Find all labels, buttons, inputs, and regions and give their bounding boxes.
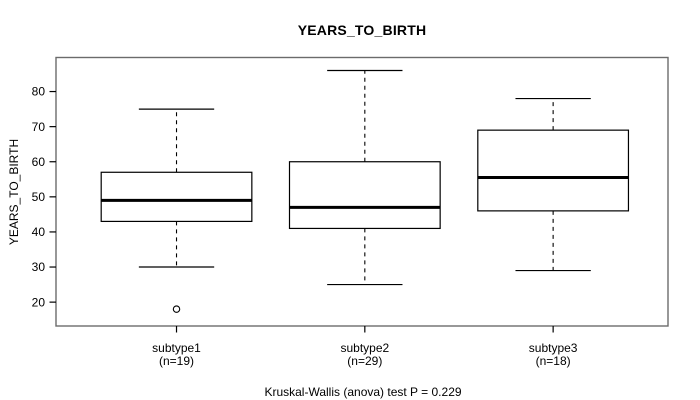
- y-axis-tick-label: 60: [32, 155, 46, 169]
- outlier-point: [172, 305, 181, 313]
- y-axis-tick-label: 70: [32, 120, 46, 134]
- iqr-box: [288, 161, 441, 230]
- y-axis-tick-label: 20: [32, 295, 46, 309]
- y-axis-tick-label: 40: [32, 225, 46, 239]
- boxplot-group-subtype2: subtype2(n=29): [288, 69, 441, 368]
- y-axis-tick-label: 50: [32, 190, 46, 204]
- boxplot-group-subtype3: subtype3(n=18): [477, 97, 630, 368]
- x-axis-group-label: subtype3: [529, 341, 578, 355]
- x-axis-group-label: subtype1: [152, 341, 201, 355]
- x-axis-group-sublabel: (n=19): [159, 354, 194, 368]
- x-axis-group-label: subtype2: [340, 341, 389, 355]
- plot-frame: [55, 56, 669, 327]
- x-axis-group-sublabel: (n=18): [536, 354, 571, 368]
- stats-footnote: Kruskal-Wallis (anova) test P = 0.229: [264, 385, 462, 399]
- y-axis-tick-label: 80: [32, 85, 46, 99]
- iqr-box: [477, 129, 630, 212]
- y-axis-tick-label: 30: [32, 260, 46, 274]
- chart-title: YEARS_TO_BIRTH: [297, 22, 427, 38]
- iqr-box: [100, 171, 253, 223]
- boxplot-group-subtype1: subtype1(n=19): [100, 108, 253, 368]
- x-axis-group-sublabel: (n=29): [347, 354, 382, 368]
- y-axis-title: YEARS_TO_BIRTH: [7, 138, 21, 246]
